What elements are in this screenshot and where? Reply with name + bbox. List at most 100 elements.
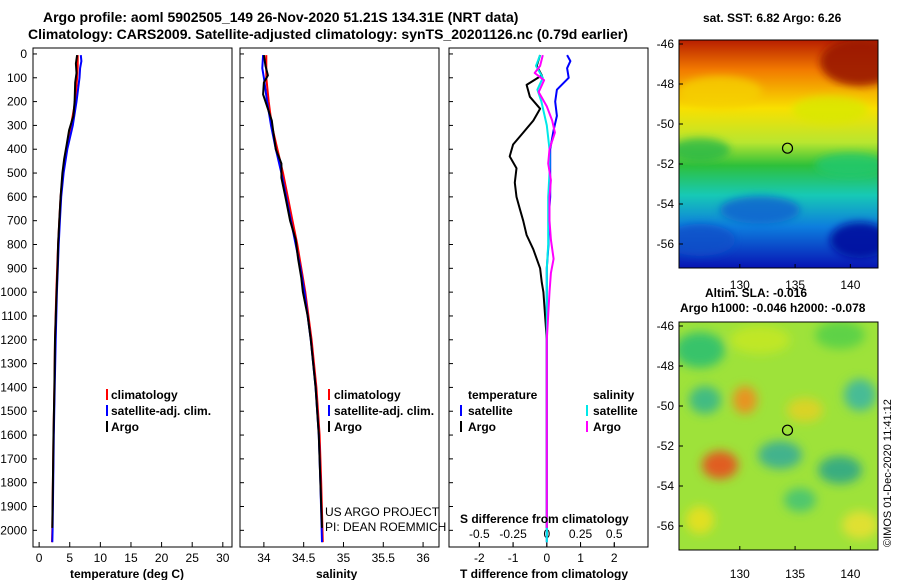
depth-tick-label: 2000 [0, 523, 27, 537]
legend-swatch-s-satellite [586, 405, 588, 416]
x-top-tick-label: 0.25 [569, 527, 593, 541]
pi-credit: PI: DEAN ROEMMICH [325, 520, 446, 534]
x-tick-label: 2 [611, 551, 618, 565]
legend-label-s-argo: Argo [593, 420, 621, 434]
salinity-axis-label: salinity [316, 567, 358, 580]
depth-tick-label: 1800 [0, 476, 27, 490]
lat-tick-label: -52 [657, 439, 675, 453]
series-temperature-satellite [545, 54, 572, 543]
depth-tick-label: 400 [7, 142, 27, 156]
map-axes: -46 -48 -50 -52 -54 -56 130 135 140 -46 -48 -50 -52 -… [657, 37, 861, 580]
lon-tick-label: 140 [840, 567, 860, 580]
series-layer [51, 54, 572, 543]
x-tick-label: 5 [66, 551, 73, 565]
legend-label-t-satellite: satellite [468, 404, 513, 418]
x-tick-label: 0 [543, 551, 550, 565]
sla-field-texture [679, 322, 878, 539]
salinity-legend: climatology satellite-adj. clim. Argo [328, 388, 434, 434]
sst-map-frame [678, 39, 879, 269]
x-tick-label: 30 [216, 551, 230, 565]
legend-swatch-satellite-adj [106, 405, 108, 416]
legend-swatch-climatology [106, 389, 108, 400]
x-top-tick-label: -0.5 [469, 527, 490, 541]
x-tick-label: -1 [508, 551, 519, 565]
argo-location-marker [781, 424, 794, 436]
lat-tick-label: -54 [657, 197, 675, 211]
legend-label-climatology: climatology [111, 388, 178, 402]
depth-tick-label: 200 [7, 95, 27, 109]
lat-tick-label: -56 [657, 237, 675, 251]
lon-tick-label: 130 [730, 567, 750, 580]
legend-swatch-satellite-adj [328, 405, 330, 416]
lat-tick-label: -54 [657, 479, 675, 493]
x-tick-label: 25 [186, 551, 200, 565]
series-argo [262, 54, 323, 528]
sla-map-title: Altim. SLA: -0.016 [705, 286, 807, 300]
legend-swatch-argo [328, 421, 330, 432]
series-temperature-argo [508, 54, 548, 528]
lon-tick-label: 135 [785, 278, 805, 292]
lat-tick-label: -56 [657, 519, 675, 533]
legend-swatch-argo [106, 421, 108, 432]
depth-tick-label: 600 [7, 190, 27, 204]
lat-tick-label: -46 [657, 319, 675, 333]
legend-label-t-argo: Argo [468, 420, 496, 434]
imos-stamp: ©IMOS 01-Dec-2020 11:41:12 [882, 399, 894, 547]
depth-tick-label: 300 [7, 118, 27, 132]
temperature-legend: climatology satellite-adj. clim. Argo [106, 388, 211, 434]
legend-label-satellite-adj: satellite-adj. clim. [111, 404, 211, 418]
sst-map-title: sat. SST: 6.82 Argo: 6.26 [703, 11, 842, 25]
depth-tick-label: 800 [7, 238, 27, 252]
depth-tick-label: 700 [7, 214, 27, 228]
title-line-1: Argo profile: aoml 5902505_149 26-Nov-20… [43, 9, 518, 25]
lon-tick-label: 140 [840, 278, 860, 292]
legend-label-climatology: climatology [334, 388, 401, 402]
depth-tick-label: 1600 [0, 428, 27, 442]
legend-heading-salinity: salinity [593, 388, 635, 402]
x-tick-label: 10 [94, 551, 108, 565]
difference-legend: temperature salinity satellite Argo sate… [460, 388, 638, 434]
legend-swatch-t-argo [460, 421, 462, 432]
lon-tick-label: 135 [785, 567, 805, 580]
series-satellite-adj-clim- [261, 55, 323, 543]
s-difference-axis-label: S difference from climatology [460, 512, 629, 526]
series-argo [51, 54, 79, 528]
series-salinity-argo [533, 54, 556, 528]
legend-label-argo: Argo [334, 420, 362, 434]
x-tick-label: 1 [577, 551, 584, 565]
depth-tick-label: 1000 [0, 285, 27, 299]
depth-tick-label: 1100 [1, 309, 27, 323]
legend-label-satellite-adj: satellite-adj. clim. [334, 404, 434, 418]
depth-tick-label: 900 [7, 261, 27, 275]
series-climatology [265, 55, 324, 543]
lat-tick-label: -48 [657, 359, 675, 373]
legend-swatch-s-argo [586, 421, 588, 432]
x-top-tick-label: 0.5 [606, 527, 623, 541]
x-tick-label: 34.5 [292, 551, 316, 565]
x-tick-label: 35.5 [372, 551, 396, 565]
depth-tick-label: 1200 [0, 333, 27, 347]
lat-tick-label: -46 [657, 37, 675, 51]
x-tick-label: 34 [257, 551, 271, 565]
sst-map [679, 40, 878, 268]
temperature-panel-frame [32, 47, 233, 548]
legend-swatch-climatology [328, 389, 330, 400]
salinity-panel-frame [239, 47, 440, 548]
depth-tick-label: 1300 [0, 357, 27, 371]
t-difference-axis-label: T difference from climatology [460, 567, 628, 580]
legend-label-s-satellite: satellite [593, 404, 638, 418]
depth-tick-label: 1700 [0, 452, 27, 466]
lat-tick-label: -50 [657, 399, 675, 413]
axes-layer: 0100200300400500600700800900100011001200… [0, 47, 623, 565]
x-tick-label: 20 [155, 551, 169, 565]
legend-label-argo: Argo [111, 420, 139, 434]
depth-tick-label: 100 [7, 71, 27, 85]
x-tick-label: 35 [337, 551, 351, 565]
sla-map [679, 322, 878, 550]
argo-location-marker [781, 142, 794, 154]
depth-tick-label: 0 [20, 47, 27, 61]
x-tick-label: 36 [416, 551, 430, 565]
depth-tick-label: 500 [7, 166, 27, 180]
x-tick-label: 0 [36, 551, 43, 565]
